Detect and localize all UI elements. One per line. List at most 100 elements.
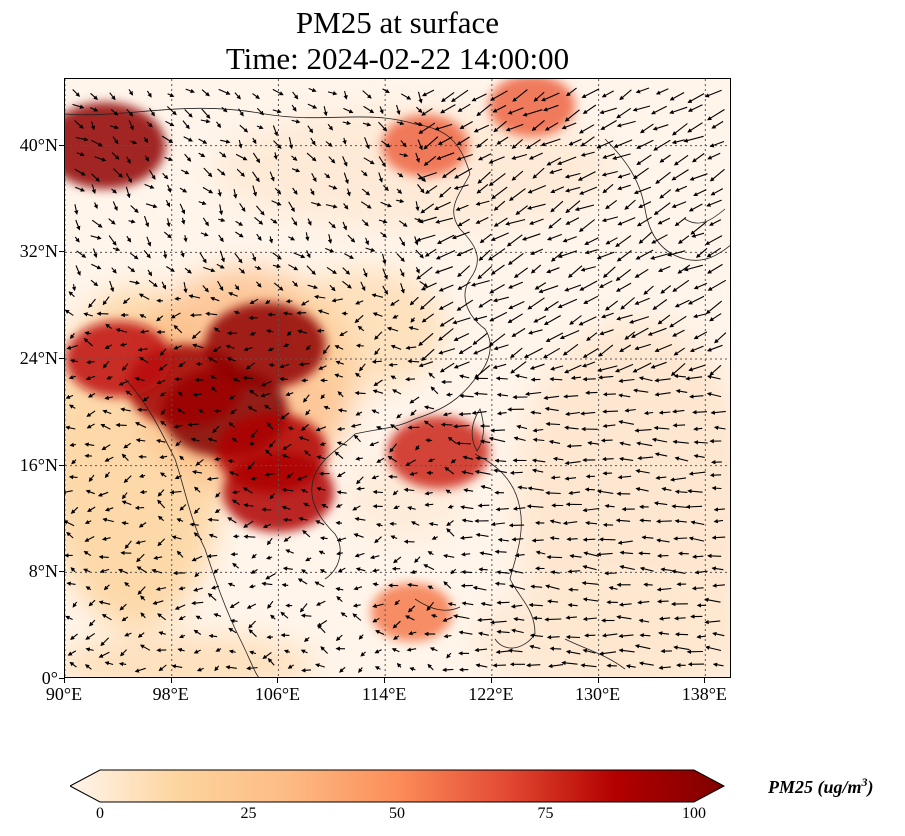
wind-arrow [192, 392, 202, 397]
lon-tick-mark [170, 678, 172, 683]
wind-arrow [693, 454, 705, 459]
wind-arrow [292, 91, 299, 100]
wind-arrow [68, 291, 75, 298]
wind-arrow [653, 202, 671, 216]
wind-arrow [210, 296, 220, 302]
wind-arrow [584, 487, 595, 492]
wind-arrow [669, 92, 685, 101]
wind-arrow [121, 500, 132, 506]
wind-arrow [148, 279, 158, 288]
wind-arrow [495, 507, 509, 512]
wind-arrow [200, 232, 209, 237]
wind-arrow [316, 486, 326, 492]
wind-arrow [291, 217, 298, 226]
wind-arrow [74, 186, 86, 192]
wind-arrow [562, 236, 577, 243]
wind-arrow [104, 456, 114, 462]
wind-arrow [548, 439, 561, 445]
wind-arrow [380, 201, 393, 208]
wind-arrow [689, 173, 708, 181]
wind-arrow [396, 413, 402, 419]
wind-arrow [512, 89, 528, 102]
wind-arrow [418, 216, 437, 224]
wind-arrow [490, 232, 509, 241]
wind-arrow [672, 439, 689, 445]
wind-arrow [434, 123, 453, 131]
wind-arrow [511, 327, 526, 337]
wind-arrow [202, 217, 209, 227]
wind-arrow [321, 504, 329, 509]
wind-arrow [632, 105, 651, 112]
wind-arrow [579, 280, 598, 291]
wind-arrow [362, 90, 372, 99]
wind-arrow [455, 441, 471, 446]
wind-arrow [256, 125, 264, 130]
wind-arrow [291, 104, 297, 112]
wind-arrow [598, 344, 614, 357]
wind-arrow [711, 485, 722, 491]
wind-arrow [301, 378, 308, 383]
wind-arrow [166, 266, 175, 272]
wind-arrow [179, 203, 186, 215]
wind-arrow [580, 411, 596, 416]
wind-arrow [159, 392, 166, 397]
wind-arrow [201, 89, 210, 97]
wind-arrow [362, 268, 368, 278]
wind-arrow [417, 172, 437, 180]
wind-arrow [282, 443, 292, 451]
wind-arrow [360, 201, 372, 209]
wind-arrow [620, 297, 635, 310]
wind-arrow [458, 345, 472, 355]
wind-arrow [292, 280, 298, 287]
wind-arrow [671, 169, 689, 181]
wind-arrow [69, 333, 75, 339]
wind-arrow [624, 199, 636, 210]
wind-arrow [74, 168, 86, 176]
wind-arrow [165, 199, 171, 208]
wind-arrow [582, 104, 597, 115]
wind-arrow [585, 390, 598, 395]
wind-arrow [159, 348, 167, 356]
wind-arrow [225, 344, 235, 349]
wind-arrow [102, 360, 110, 369]
wind-arrow [336, 490, 347, 495]
wind-arrow [709, 219, 722, 226]
wind-arrow [525, 391, 542, 397]
wind-arrow [199, 252, 207, 264]
wind-arrow [378, 156, 386, 168]
wind-arrow [89, 107, 99, 112]
wind-arrow [217, 189, 222, 197]
wind-arrow [270, 218, 278, 224]
wind-arrow [442, 167, 457, 179]
wind-arrow [655, 171, 671, 184]
wind-arrow [180, 169, 190, 175]
wind-arrow [471, 93, 487, 102]
wind-arrow [210, 386, 218, 393]
wind-arrow [85, 375, 96, 381]
wind-arrow [362, 122, 372, 127]
wind-arrow [238, 267, 246, 274]
wind-arrow [616, 120, 636, 128]
wind-arrow [128, 120, 134, 131]
wind-arrow [561, 122, 577, 130]
wind-arrow [115, 422, 127, 428]
wind-arrow [582, 376, 596, 382]
wind-arrow [88, 298, 96, 309]
wind-arrow [234, 252, 243, 264]
wind-arrow [343, 107, 354, 114]
wind-arrow [414, 121, 424, 127]
wind-arrow [203, 167, 213, 178]
wind-arrow [584, 237, 599, 245]
lat-tick-mark [59, 464, 64, 466]
wind-arrow [705, 300, 723, 314]
wind-arrow [319, 441, 326, 447]
wind-arrow [198, 152, 206, 158]
wind-arrow [637, 455, 654, 461]
pm25-hotspot [222, 452, 335, 533]
wind-arrow [421, 107, 433, 116]
wind-arrow [685, 376, 703, 381]
wind-arrow [238, 108, 244, 117]
wind-arrow [540, 92, 560, 102]
wind-arrow [439, 317, 455, 327]
wind-arrow [651, 437, 668, 443]
